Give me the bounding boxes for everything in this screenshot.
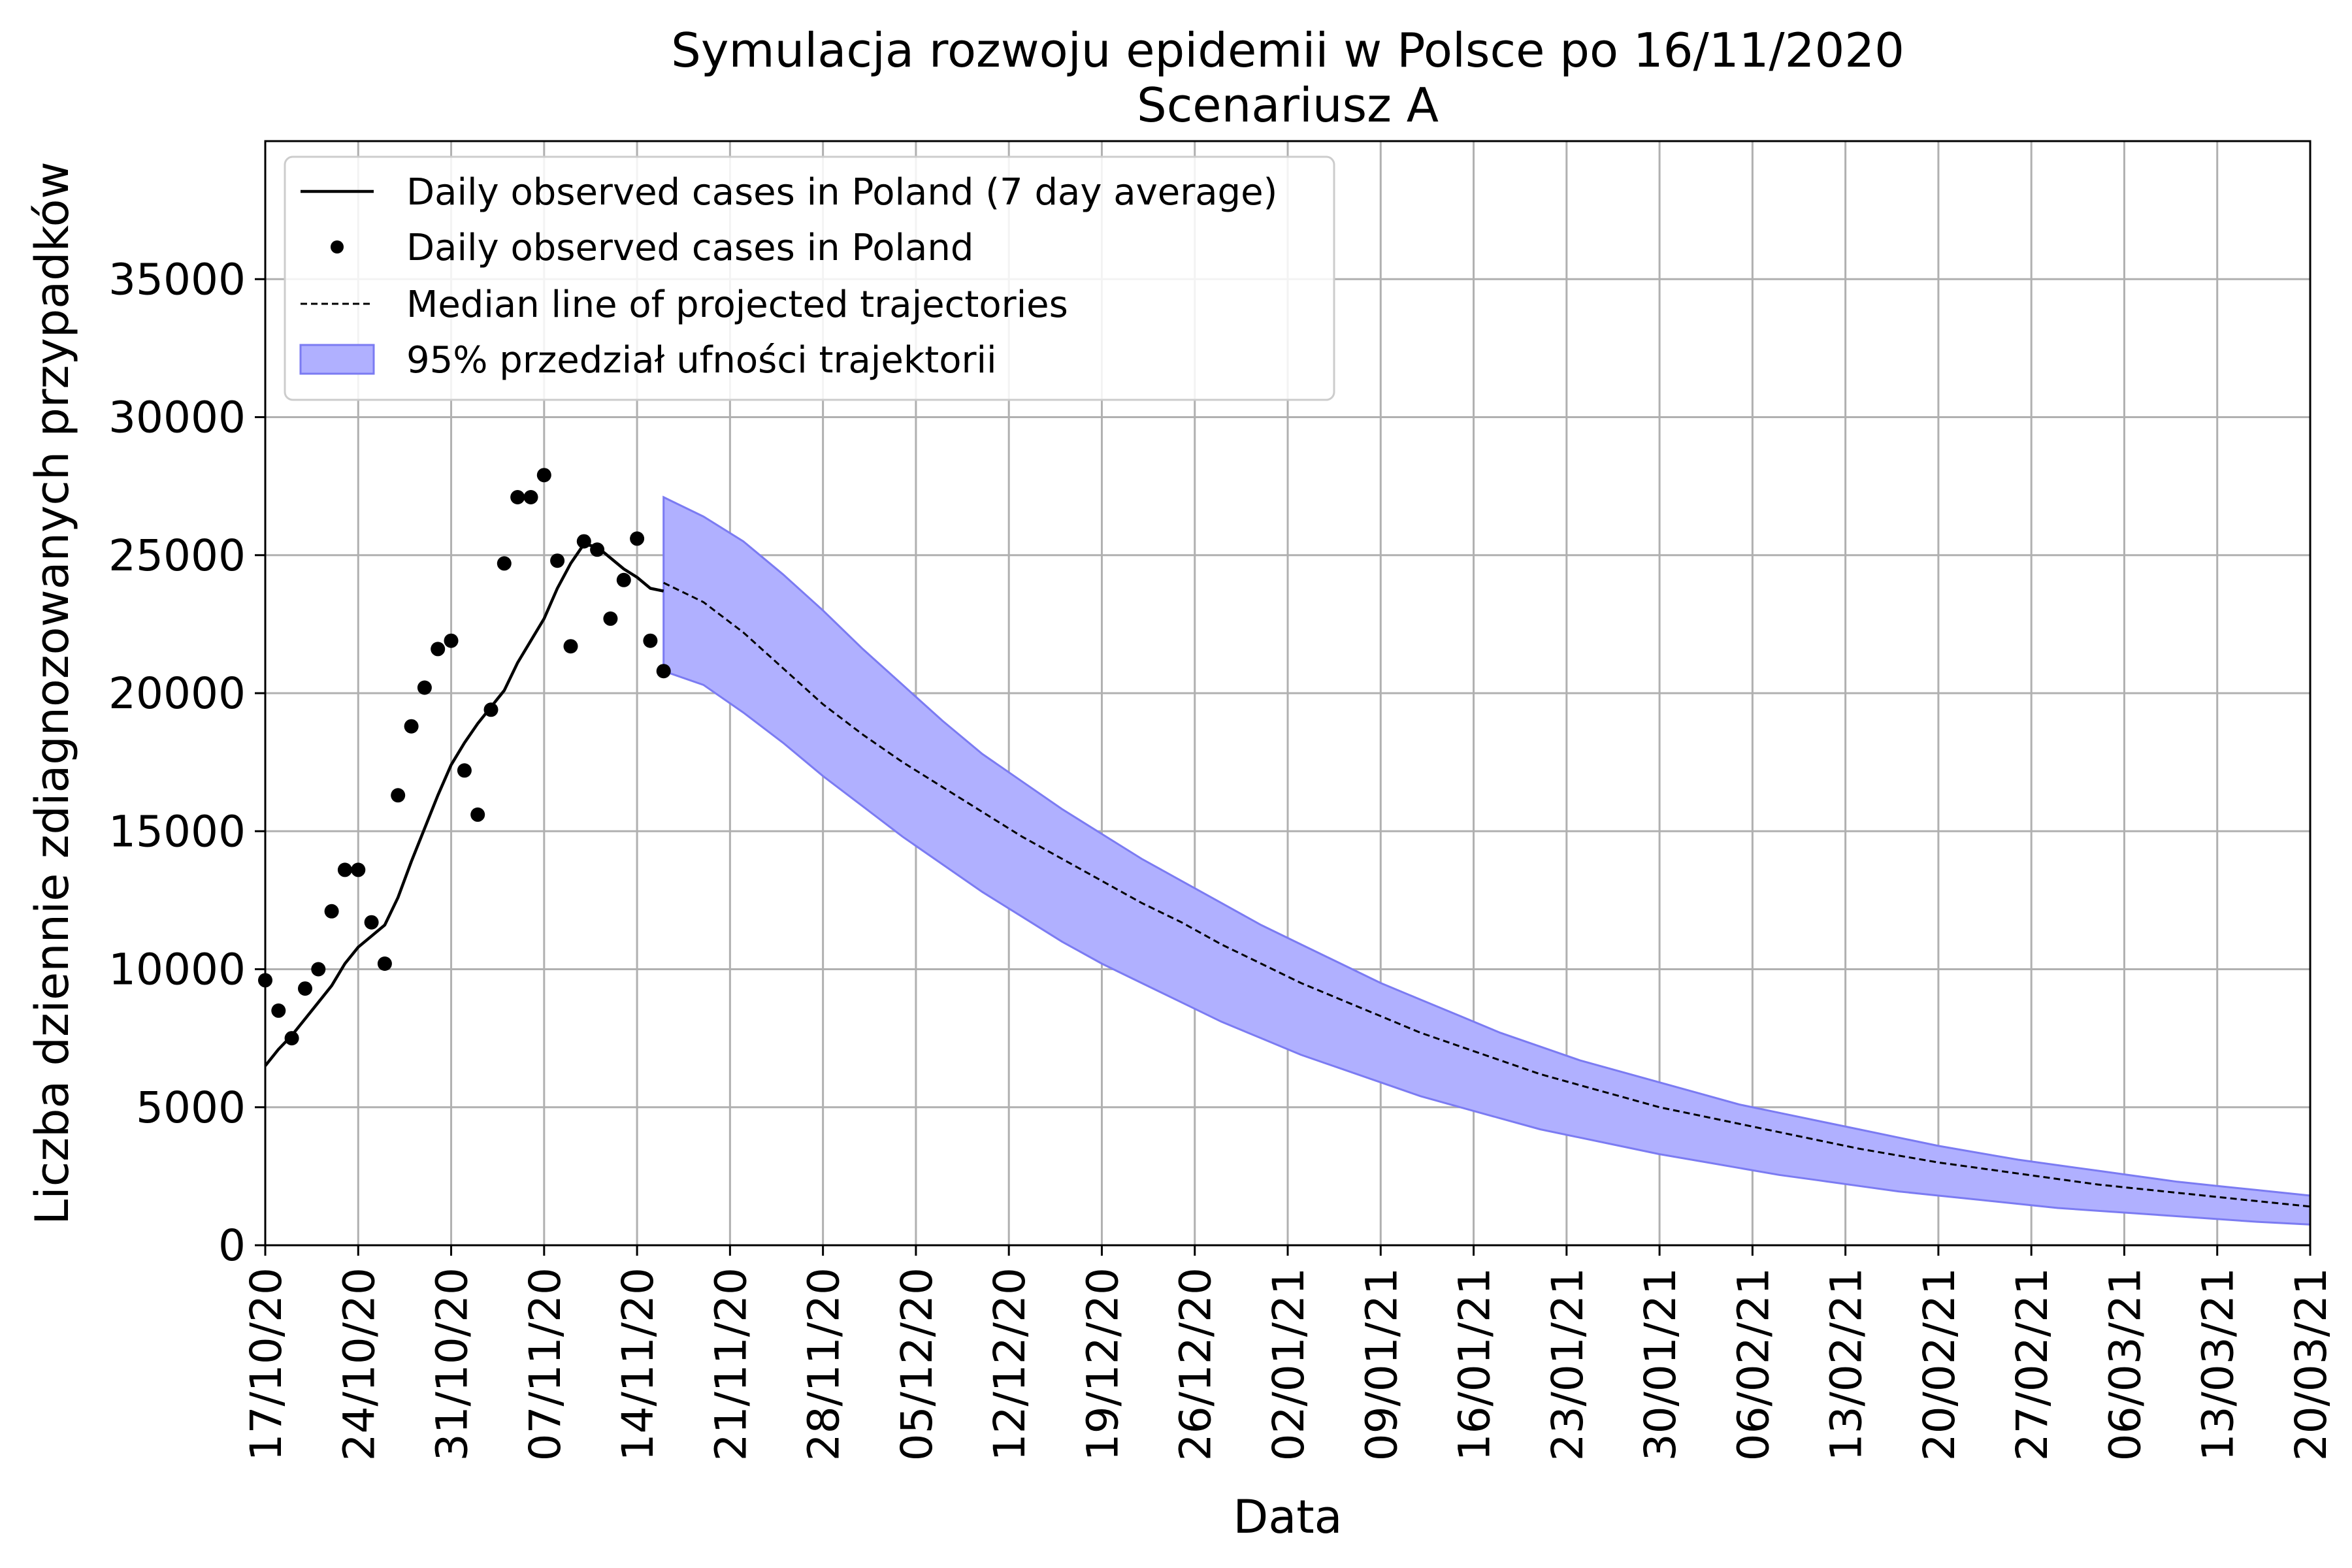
y-tick-label: 20000 [108, 668, 246, 719]
observed-point [643, 633, 658, 648]
x-tick-label: 21/11/20 [706, 1267, 756, 1461]
observed-point [470, 807, 485, 822]
observed-point [603, 611, 618, 626]
x-tick-label: 12/12/20 [985, 1267, 1035, 1461]
observed-point [536, 468, 551, 483]
observed-point [284, 1031, 299, 1046]
x-tick-label: 19/12/20 [1077, 1267, 1128, 1461]
observed-point [444, 633, 459, 648]
y-tick-label: 0 [218, 1220, 246, 1271]
observed-point [298, 981, 312, 996]
x-tick-label: 14/11/20 [613, 1267, 663, 1461]
chart-subtitle: Scenariusz A [1137, 78, 1439, 133]
legend: Daily observed cases in Poland (7 day av… [284, 155, 1335, 401]
x-tick-label: 16/01/21 [1450, 1267, 1500, 1461]
x-tick-label: 23/01/21 [1543, 1267, 1593, 1461]
observed-point [364, 915, 379, 930]
observed-point [483, 702, 498, 717]
observed-point [590, 542, 605, 557]
x-tick-label: 02/01/21 [1264, 1267, 1314, 1461]
series-line-median-projection [663, 581, 2311, 1208]
observed-point [523, 490, 538, 504]
y-tick-label: 35000 [108, 254, 246, 304]
y-tick-label: 15000 [108, 806, 246, 857]
y-axis-ticks: 0 5000 10000 15000 20000 25000 30000 35000 [108, 254, 265, 1271]
x-tick-label: 27/02/21 [2007, 1267, 2057, 1461]
legend-label-7day-average: Daily observed cases in Poland (7 day av… [406, 171, 1277, 214]
observed-point [616, 572, 631, 587]
observed-point [497, 556, 512, 571]
x-tick-label: 26/12/20 [1171, 1267, 1221, 1461]
legend-label-median: Median line of projected trajectories [406, 284, 1068, 326]
x-tick-label: 30/01/21 [1635, 1267, 1686, 1461]
x-tick-label: 07/11/20 [520, 1267, 570, 1461]
y-tick-label: 30000 [108, 393, 246, 443]
legend-band-icon [299, 344, 375, 375]
observed-point [337, 862, 352, 877]
legend-label-confidence-band: 95% przedział ufności trajektorii [406, 339, 997, 382]
legend-dot-icon [331, 240, 344, 253]
x-axis-label: Data [1233, 1490, 1342, 1544]
observed-point [457, 763, 472, 778]
y-tick-label: 5000 [136, 1083, 246, 1133]
x-tick-label: 09/01/21 [1356, 1267, 1407, 1461]
observed-point [271, 1003, 286, 1018]
observed-point [324, 904, 339, 919]
x-tick-label: 20/02/21 [1914, 1267, 1965, 1461]
y-tick-label: 25000 [108, 531, 246, 581]
observed-point [404, 719, 419, 734]
x-tick-label: 24/10/20 [334, 1267, 384, 1461]
observed-points [258, 468, 671, 1046]
observed-point [391, 788, 406, 803]
x-tick-label: 13/02/21 [1821, 1267, 1872, 1461]
observed-point [377, 956, 392, 971]
observed-point [431, 642, 446, 657]
legend-label-daily-observed: Daily observed cases in Poland [406, 227, 973, 269]
x-tick-label: 17/10/20 [241, 1267, 291, 1461]
y-tick-label: 10000 [108, 945, 246, 995]
x-tick-label: 05/12/20 [892, 1267, 942, 1461]
x-axis-ticks: 17/10/20 24/10/20 31/10/20 07/11/20 14/11/20… [241, 1245, 2336, 1461]
x-tick-label: 06/03/21 [2100, 1267, 2150, 1461]
observed-point [351, 862, 366, 877]
x-tick-label: 20/03/21 [2286, 1267, 2336, 1461]
y-axis-label: Liczba dziennie zdiagnozowanych przypadk… [25, 161, 79, 1224]
observed-point [417, 680, 432, 695]
x-tick-label: 31/10/20 [427, 1267, 478, 1461]
observed-point [510, 490, 525, 504]
observed-point [311, 962, 326, 977]
x-tick-label: 13/03/21 [2193, 1267, 2244, 1461]
observed-point [550, 553, 565, 568]
observed-point [576, 534, 591, 549]
observed-point [563, 639, 578, 654]
x-tick-label: 06/02/21 [1728, 1267, 1778, 1461]
chart-title: Symulacja rozwoju epidemii w Polsce po 1… [671, 23, 1904, 78]
legend-frame [284, 155, 1335, 401]
x-tick-label: 28/11/20 [799, 1267, 849, 1461]
observed-point [630, 531, 645, 546]
observed-point [656, 664, 671, 679]
